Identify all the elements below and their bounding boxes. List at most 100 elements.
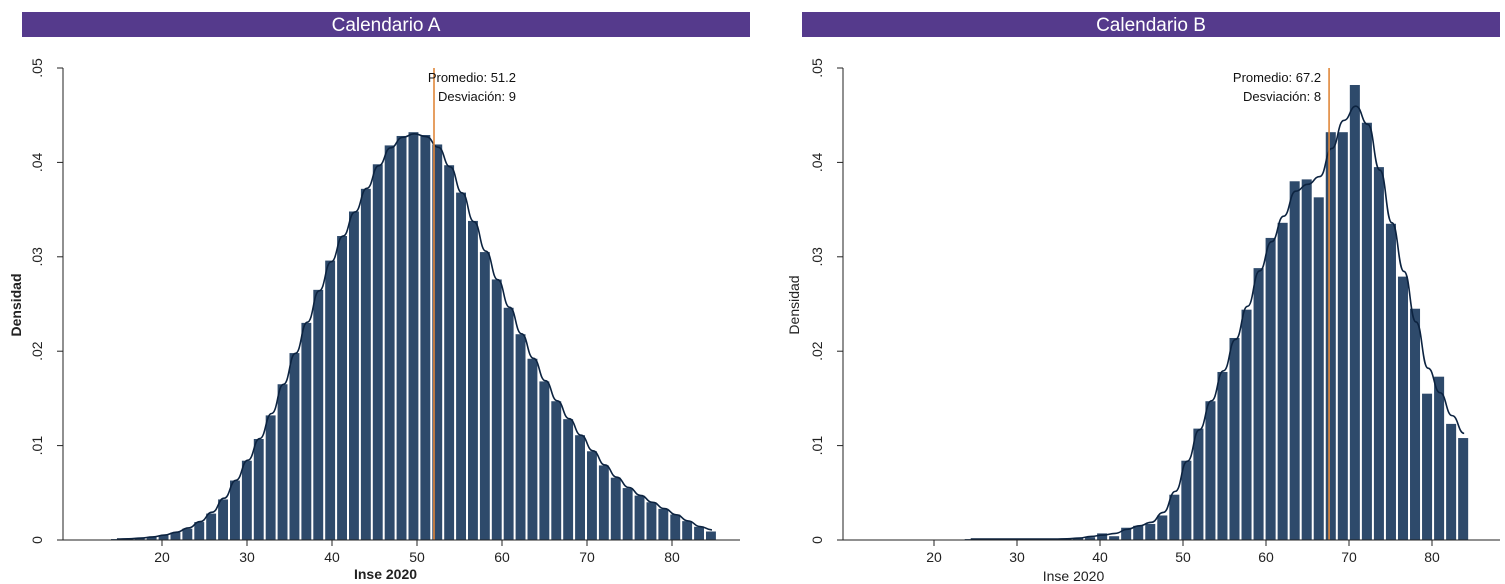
bars xyxy=(964,84,1469,541)
bar xyxy=(265,415,276,540)
bar xyxy=(468,220,478,540)
bar xyxy=(1458,438,1469,540)
x-tick-label: 70 xyxy=(579,549,595,565)
panel-b: Calendario B Promedio: 67.2 Desviación: 8 0… xyxy=(786,12,1500,584)
bar xyxy=(1446,423,1457,540)
bar xyxy=(1301,179,1312,540)
bar xyxy=(444,165,455,541)
bar xyxy=(384,145,395,540)
sd-annotation: Desviación: 8 xyxy=(1243,89,1321,104)
x-axis-title: Inse 2020 xyxy=(354,566,417,582)
bar xyxy=(456,192,466,541)
bar xyxy=(1169,494,1180,540)
x-axis-title: Inse 2020 xyxy=(1043,568,1105,584)
bars xyxy=(111,132,716,541)
bar xyxy=(158,535,169,540)
x-tick-label: 40 xyxy=(1092,549,1108,565)
bar xyxy=(551,401,562,540)
mean-annotation: Promedio: 67.2 xyxy=(1233,70,1321,85)
bar xyxy=(170,532,181,540)
y-tick-label: .02 xyxy=(809,341,825,361)
bar xyxy=(253,438,264,540)
y-tick-label: .04 xyxy=(29,152,45,172)
bar xyxy=(491,279,502,540)
bar xyxy=(1422,393,1433,540)
bar xyxy=(587,451,597,540)
y-tick-label: .01 xyxy=(809,436,825,456)
bar xyxy=(241,460,252,540)
x-tick-label: 20 xyxy=(926,549,942,565)
bar xyxy=(1109,536,1120,540)
bar xyxy=(1325,132,1336,540)
bar xyxy=(1229,337,1240,540)
y-tick-label: .01 xyxy=(29,436,45,456)
bar xyxy=(360,188,371,540)
bar xyxy=(218,499,228,540)
bar xyxy=(1361,122,1372,540)
bar xyxy=(432,144,443,540)
bar xyxy=(1313,197,1324,540)
density-curve xyxy=(116,133,712,540)
x-tick-label: 30 xyxy=(239,549,255,565)
mean-annotation: Promedio: 51.2 xyxy=(428,70,516,85)
bar xyxy=(515,334,526,540)
bar xyxy=(420,135,431,540)
bar xyxy=(408,132,419,540)
chart-title: Calendario B xyxy=(1096,15,1206,36)
bar xyxy=(396,135,407,540)
y-tick-label: .02 xyxy=(29,341,45,361)
x-tick-label: 80 xyxy=(664,549,680,565)
x-tick-label: 50 xyxy=(409,549,425,565)
bar xyxy=(1289,181,1300,540)
bar xyxy=(1157,515,1168,540)
bar xyxy=(1277,222,1288,540)
y-tick-label: .04 xyxy=(809,152,825,172)
bar xyxy=(503,307,514,540)
x-tick-label: 40 xyxy=(324,549,340,565)
bar xyxy=(325,260,336,540)
x-tick-label: 60 xyxy=(1258,549,1274,565)
y-tick-label: 0 xyxy=(29,536,45,544)
bar xyxy=(1193,428,1204,540)
bar xyxy=(1434,376,1445,540)
bar xyxy=(372,164,383,541)
bar xyxy=(610,477,621,540)
bar xyxy=(1265,237,1276,541)
x-tick-label: 60 xyxy=(494,549,510,565)
bar xyxy=(301,322,312,540)
bar xyxy=(670,514,681,540)
bar xyxy=(634,495,645,540)
x-tick-label: 20 xyxy=(154,549,170,565)
bar xyxy=(1073,538,1084,540)
bar xyxy=(1410,308,1421,540)
bar xyxy=(1121,527,1132,540)
chart-title: Calendario A xyxy=(332,15,441,36)
y-tick-label: .03 xyxy=(29,247,45,267)
x-tick-label: 30 xyxy=(1009,549,1025,565)
bar xyxy=(694,526,704,540)
bar xyxy=(146,537,157,540)
bar xyxy=(598,465,609,540)
bar xyxy=(646,502,657,540)
bar xyxy=(1133,525,1144,540)
y-axis-title: Densidad xyxy=(8,273,24,336)
bar xyxy=(563,419,574,540)
bar xyxy=(182,528,193,540)
bar xyxy=(1217,371,1228,540)
bar xyxy=(1241,309,1252,540)
bar xyxy=(1337,132,1348,540)
bar xyxy=(313,289,324,540)
bar xyxy=(1349,84,1360,541)
title-banner xyxy=(22,12,750,37)
bar xyxy=(1397,276,1409,540)
bar xyxy=(1145,523,1156,540)
sd-annotation: Desviación: 9 xyxy=(438,89,516,104)
y-tick-label: .03 xyxy=(809,247,825,267)
bar xyxy=(289,353,300,540)
bar xyxy=(1373,167,1384,540)
density-curve xyxy=(970,105,1465,540)
bar xyxy=(1253,268,1264,540)
bar xyxy=(658,508,669,540)
y-tick-label: .05 xyxy=(809,58,825,78)
